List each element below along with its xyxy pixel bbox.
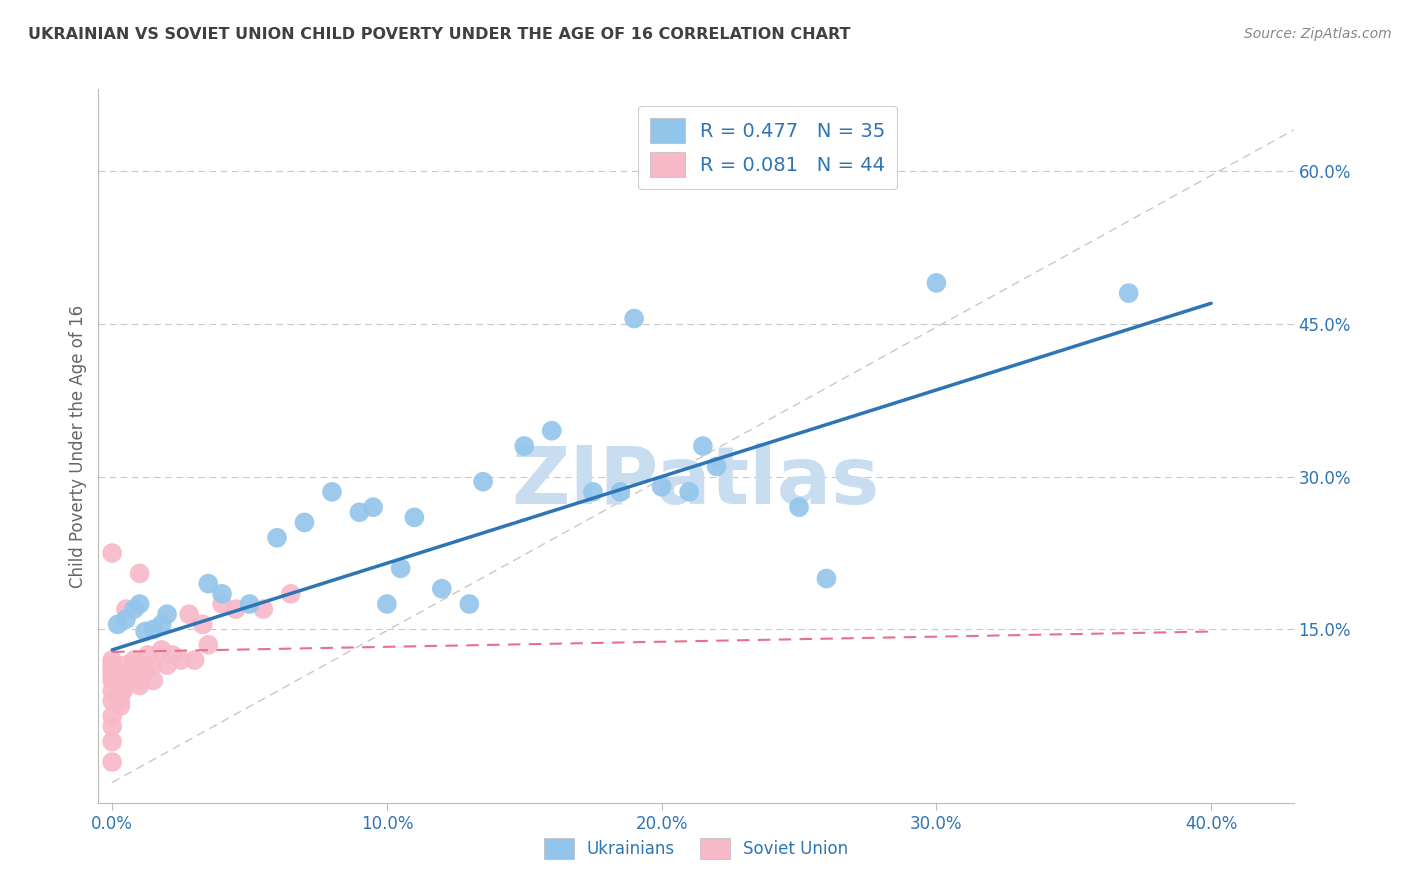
- Text: Source: ZipAtlas.com: Source: ZipAtlas.com: [1244, 27, 1392, 41]
- Point: [349, 505, 371, 519]
- Point: [280, 587, 302, 601]
- Point: [177, 607, 200, 622]
- Point: [150, 617, 173, 632]
- Point: [375, 597, 398, 611]
- Point: [142, 623, 165, 637]
- Point: [101, 709, 124, 723]
- Point: [678, 484, 700, 499]
- Point: [170, 653, 193, 667]
- Point: [101, 663, 124, 677]
- Point: [101, 546, 124, 560]
- Point: [211, 587, 233, 601]
- Point: [128, 658, 150, 673]
- Point: [404, 510, 426, 524]
- Point: [115, 602, 138, 616]
- Point: [156, 658, 179, 673]
- Point: [150, 643, 173, 657]
- Point: [238, 597, 260, 611]
- Point: [225, 602, 247, 616]
- Point: [128, 597, 150, 611]
- Point: [101, 683, 124, 698]
- Point: [540, 424, 562, 438]
- Point: [389, 561, 412, 575]
- Point: [623, 311, 645, 326]
- Point: [112, 683, 135, 698]
- Point: [183, 653, 205, 667]
- Point: [101, 668, 124, 682]
- Point: [582, 484, 605, 499]
- Point: [107, 617, 129, 632]
- Point: [191, 617, 214, 632]
- Y-axis label: Child Poverty Under the Age of 16: Child Poverty Under the Age of 16: [69, 304, 87, 588]
- Point: [706, 459, 728, 474]
- Point: [142, 673, 165, 688]
- Point: [101, 719, 124, 733]
- Point: [142, 658, 165, 673]
- Point: [472, 475, 495, 489]
- Point: [651, 480, 673, 494]
- Point: [115, 658, 138, 673]
- Point: [110, 694, 132, 708]
- Point: [128, 673, 150, 688]
- Point: [134, 663, 156, 677]
- Point: [692, 439, 714, 453]
- Point: [197, 638, 219, 652]
- Point: [115, 612, 138, 626]
- Point: [815, 572, 838, 586]
- Point: [101, 658, 124, 673]
- Point: [120, 668, 142, 682]
- Text: UKRAINIAN VS SOVIET UNION CHILD POVERTY UNDER THE AGE OF 16 CORRELATION CHART: UKRAINIAN VS SOVIET UNION CHILD POVERTY …: [28, 27, 851, 42]
- Point: [101, 734, 124, 748]
- Point: [787, 500, 810, 515]
- Point: [136, 648, 159, 662]
- Legend: Ukrainians, Soviet Union: Ukrainians, Soviet Union: [537, 831, 855, 866]
- Point: [101, 653, 124, 667]
- Point: [115, 668, 138, 682]
- Point: [430, 582, 453, 596]
- Point: [117, 673, 139, 688]
- Point: [458, 597, 481, 611]
- Point: [266, 531, 288, 545]
- Point: [252, 602, 274, 616]
- Text: ZIPatlas: ZIPatlas: [512, 442, 880, 521]
- Point: [112, 673, 135, 688]
- Point: [609, 484, 631, 499]
- Point: [162, 648, 184, 662]
- Point: [197, 576, 219, 591]
- Point: [1118, 286, 1140, 301]
- Point: [122, 602, 145, 616]
- Point: [211, 597, 233, 611]
- Point: [513, 439, 536, 453]
- Point: [122, 653, 145, 667]
- Point: [110, 698, 132, 713]
- Point: [321, 484, 343, 499]
- Point: [128, 679, 150, 693]
- Point: [134, 624, 156, 639]
- Point: [128, 566, 150, 581]
- Point: [361, 500, 384, 515]
- Point: [156, 607, 179, 622]
- Point: [101, 755, 124, 769]
- Point: [294, 516, 316, 530]
- Point: [122, 658, 145, 673]
- Point: [101, 673, 124, 688]
- Point: [925, 276, 948, 290]
- Point: [115, 679, 138, 693]
- Point: [101, 694, 124, 708]
